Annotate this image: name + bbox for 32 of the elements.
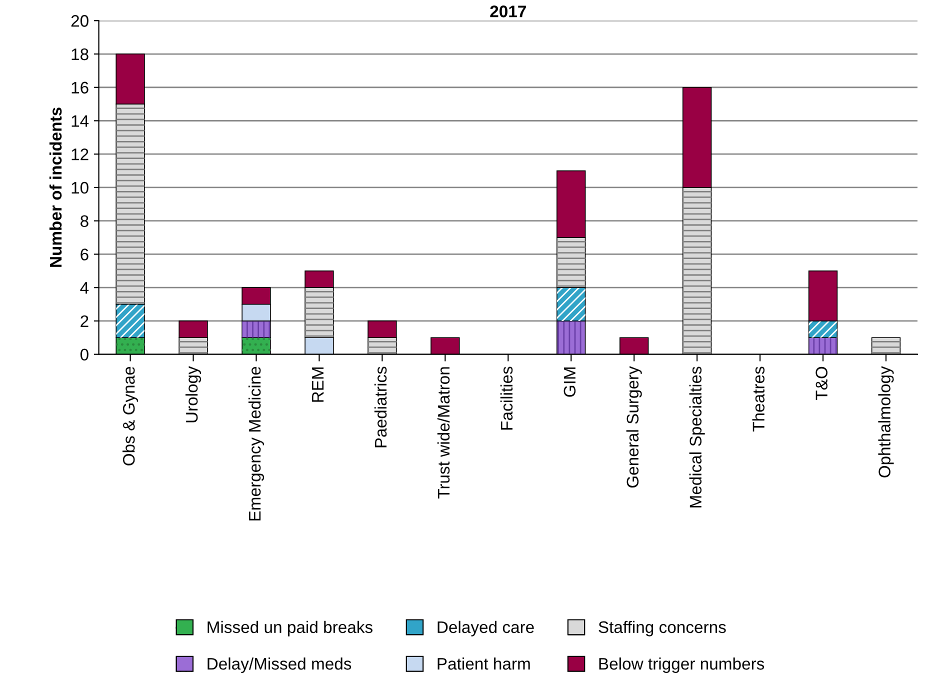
y-tick-label: 18 [72,48,88,60]
y-tick-label: 2 [80,315,88,327]
y-tick-label: 0 [80,348,88,361]
legend-label: Below trigger numbers [599,657,764,673]
x-tick-label: Trust wide/Matron [437,367,450,498]
y-tick-label: 16 [72,82,88,94]
legend-label: Staffing concerns [598,620,726,636]
y-tick-label: 14 [72,115,89,127]
chart-title: 2017 [490,6,526,18]
x-tick-label: Theatres [752,366,765,432]
legend-label: Delayed care [438,620,534,636]
x-tick-label: General Surgery [626,366,642,488]
legend-label: Delay/Missed meds [208,657,352,673]
x-tick-label: Urology [186,366,202,422]
legend-label: Patient harm [438,657,530,670]
y-tick-label: 4 [80,282,89,294]
x-tick-label: Ophthalmology [878,366,894,478]
x-tick-label: Obs & Gynae [122,366,138,466]
x-tick-label: Facilities [500,366,513,430]
x-tick-label: GIM [564,367,576,397]
x-tick-label: Medical Specialties [689,366,705,508]
x-tick-label: Emergency Medicine [248,366,264,520]
legend-label: Missed un paid breaks [208,620,372,636]
y-tick-label: 6 [80,248,88,260]
y-tick-label: 20 [71,15,88,27]
x-tick-label: T&O [816,366,828,400]
y-tick-label: 10 [72,182,88,194]
x-tick-label: Paediatrics [374,366,387,448]
y-axis-title: Number of incidents [49,108,62,267]
y-tick-label: 12 [72,148,88,160]
y-tick-label: 8 [80,215,88,228]
x-tick-label: REM [312,367,324,402]
